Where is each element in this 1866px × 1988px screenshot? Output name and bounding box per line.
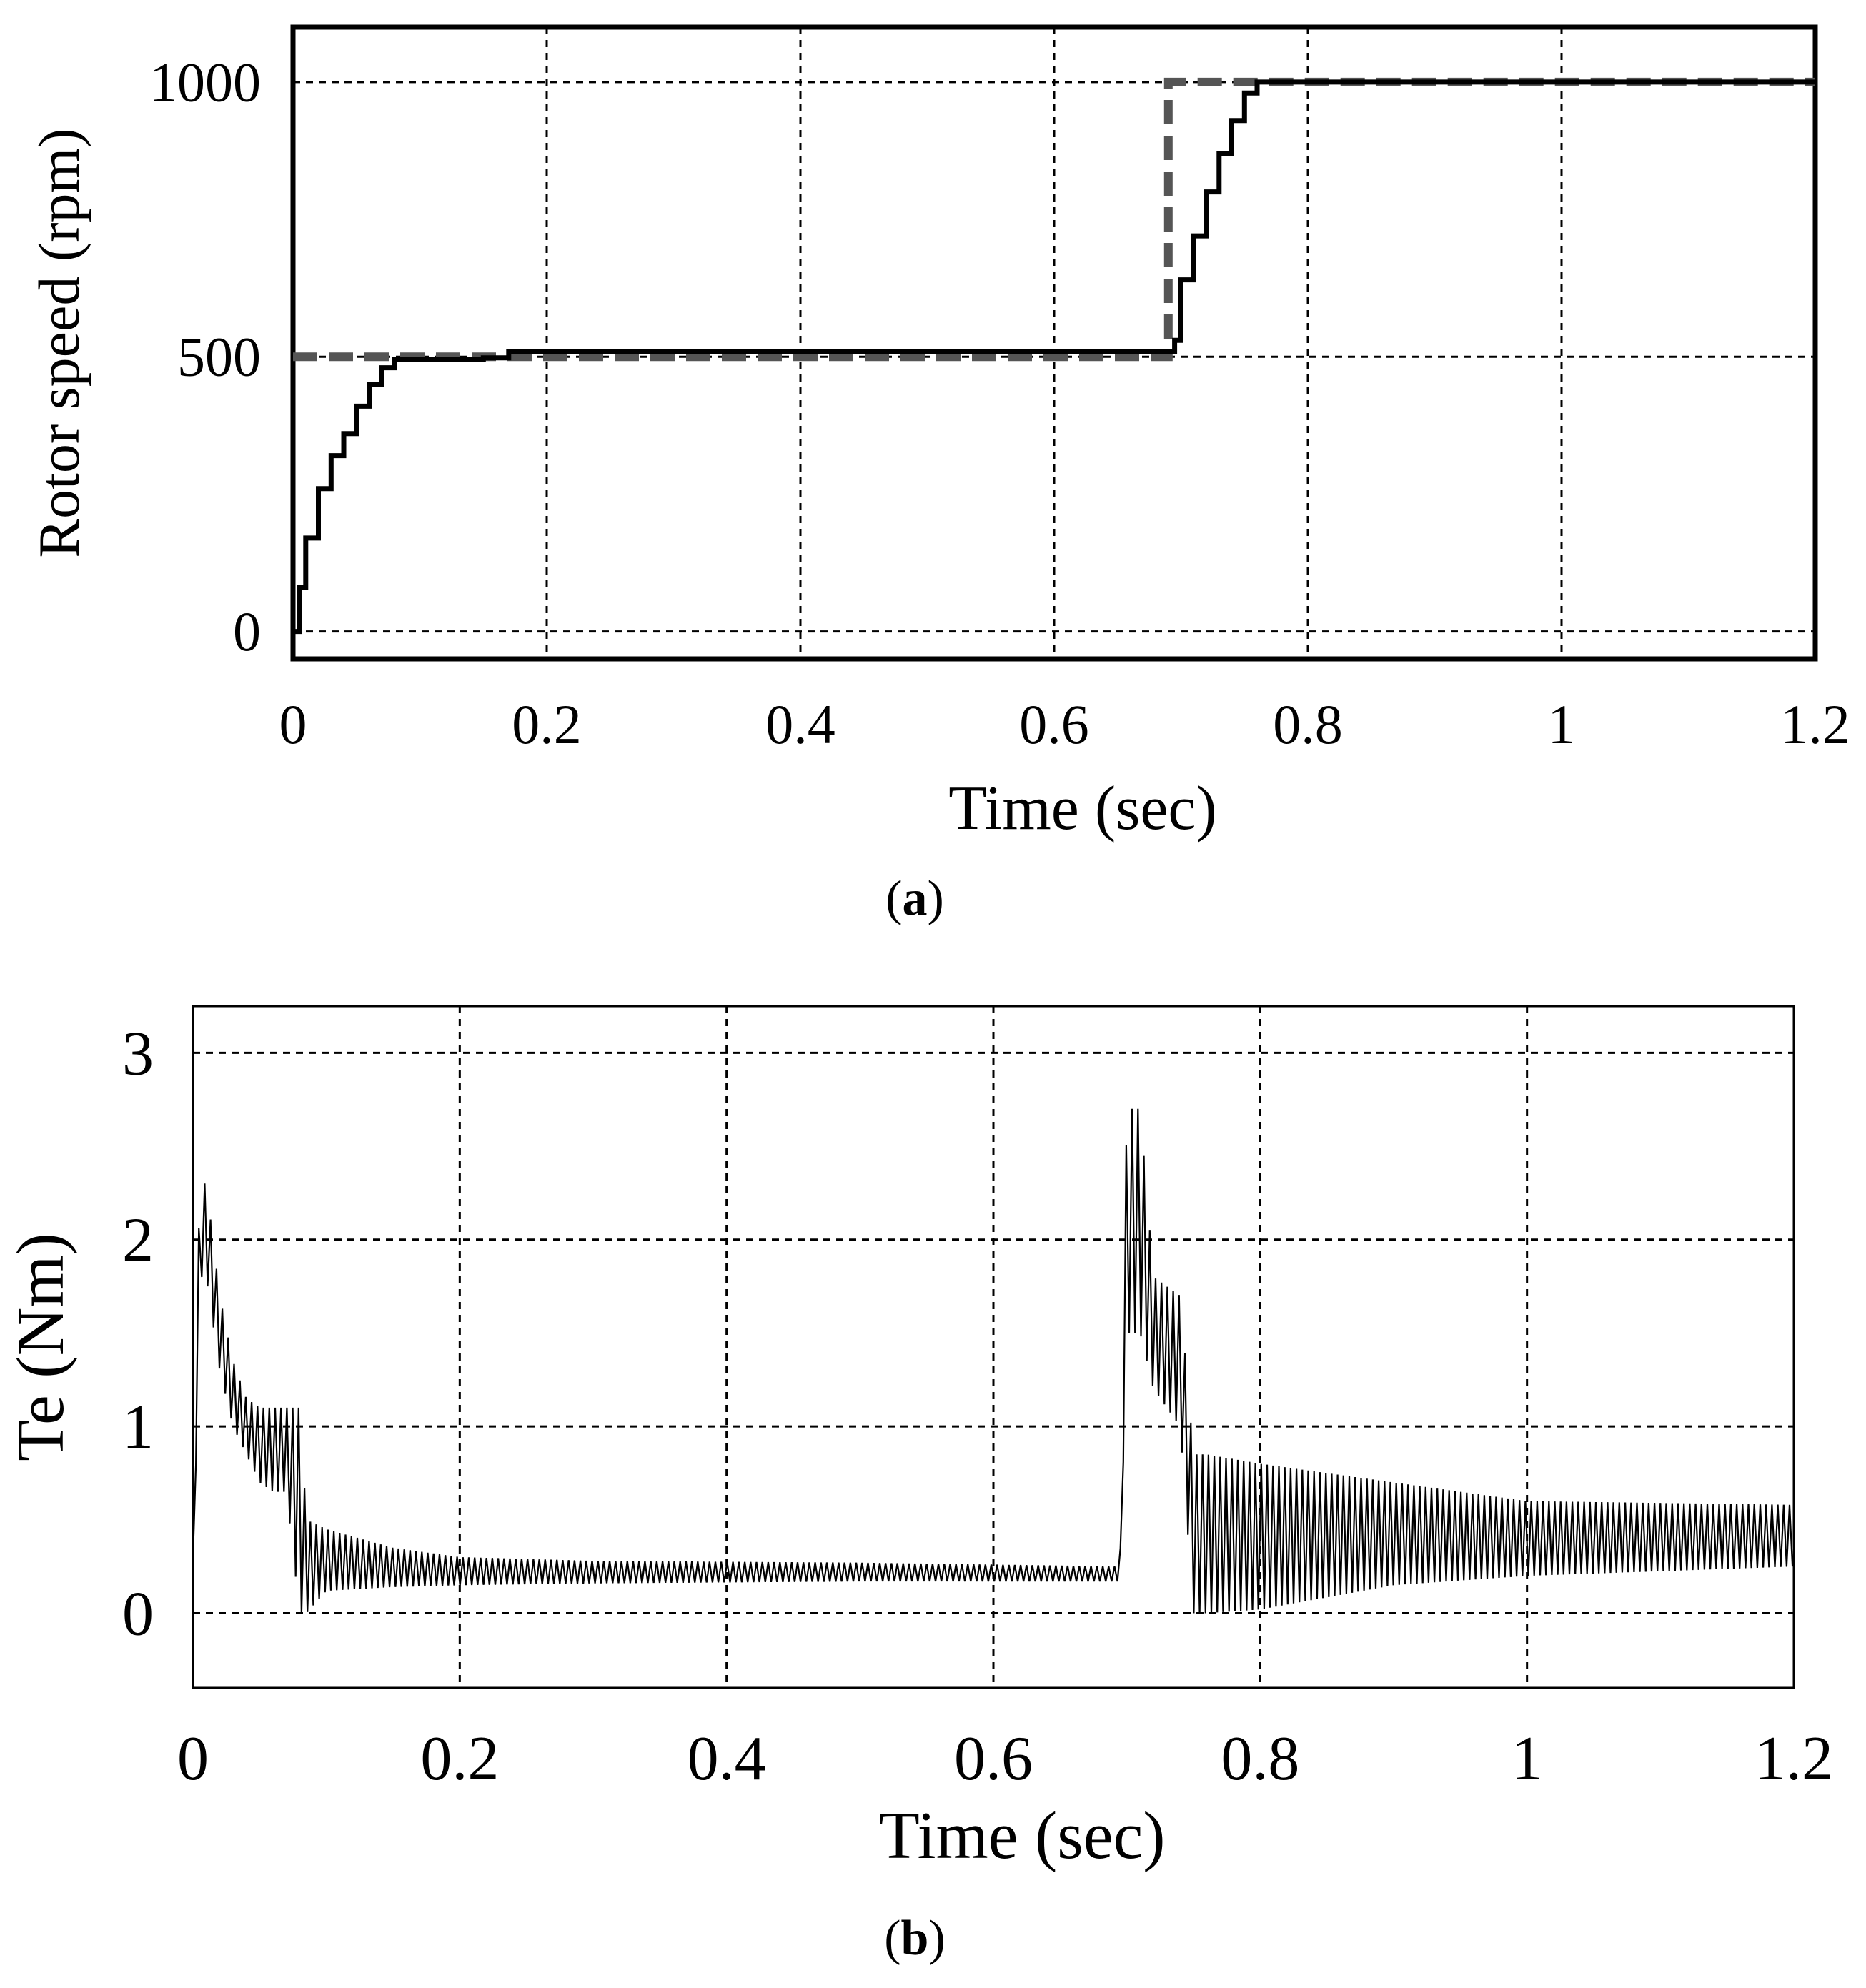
panel-a-x-tick-label: 0.4 (765, 693, 835, 755)
panel-a-x-tick-label: 1.2 (1780, 693, 1850, 755)
panel-b-x-axis-label: Time (sec) (878, 1799, 1165, 1873)
panel-a-rotor-speed-chart: 0 0.2 0.4 0.6 0.8 1 1.2 0 500 1000 Time (sec) Ro… (26, 24, 1850, 926)
panel-b-x-tick-label: 0.6 (954, 1724, 1033, 1794)
panel-a-x-tick-label: 0.6 (1019, 693, 1089, 755)
panel-b-caption: (b) (884, 1911, 946, 1966)
panel-b-x-tick-label: 1.2 (1755, 1724, 1833, 1794)
panel-a-x-tick-label: 0.2 (512, 693, 582, 755)
panel-a-x-tick-label: 0.8 (1273, 693, 1343, 755)
panel-a-x-tick-labels: 0 0.2 0.4 0.6 0.8 1 1.2 (279, 693, 1850, 755)
panel-a-caption: (a) (885, 871, 944, 926)
panel-b-y-axis-label: Te (Nm) (4, 1233, 78, 1461)
panel-b-y-tick-labels: 0 1 2 3 (122, 1019, 154, 1649)
panel-a-y-tick-label: 0 (233, 600, 261, 662)
panel-b-y-tick-label: 1 (122, 1393, 154, 1462)
panel-b-series (192, 1108, 1794, 1614)
panel-b-torque-chart: 0 0.2 0.4 0.6 0.8 1 1.2 0 1 2 3 Time (sec) Te (Nm… (4, 1005, 1833, 1966)
panel-b-x-tick-label: 0.2 (420, 1724, 499, 1794)
panel-b-grid (193, 1006, 1794, 1688)
panel-a-x-tick-label: 1 (1548, 693, 1576, 755)
panel-a-x-tick-label: 0 (279, 693, 307, 755)
panel-b-y-tick-label: 2 (122, 1206, 154, 1276)
panel-b-x-tick-label: 0 (177, 1724, 209, 1794)
panel-a-y-tick-labels: 0 500 1000 (149, 51, 261, 662)
panel-b-y-tick-label: 3 (122, 1019, 154, 1088)
panel-b-x-tick-label: 0.4 (688, 1724, 766, 1794)
panel-b-x-tick-label: 0.8 (1221, 1724, 1299, 1794)
panel-b-x-tick-labels: 0 0.2 0.4 0.6 0.8 1 1.2 (177, 1724, 1833, 1794)
panel-b-x-tick-label: 1 (1512, 1724, 1543, 1794)
torque-line (192, 1108, 1794, 1614)
rotor-speed-line (293, 79, 1815, 635)
panel-a-series (293, 77, 1815, 635)
panel-a-y-axis-label: Rotor speed (rpm) (26, 128, 91, 557)
panel-a-y-tick-label: 500 (177, 326, 261, 388)
panel-a-y-tick-label: 1000 (149, 51, 261, 113)
panel-b-y-tick-label: 0 (122, 1579, 154, 1649)
panel-a-x-axis-label: Time (sec) (948, 774, 1217, 843)
